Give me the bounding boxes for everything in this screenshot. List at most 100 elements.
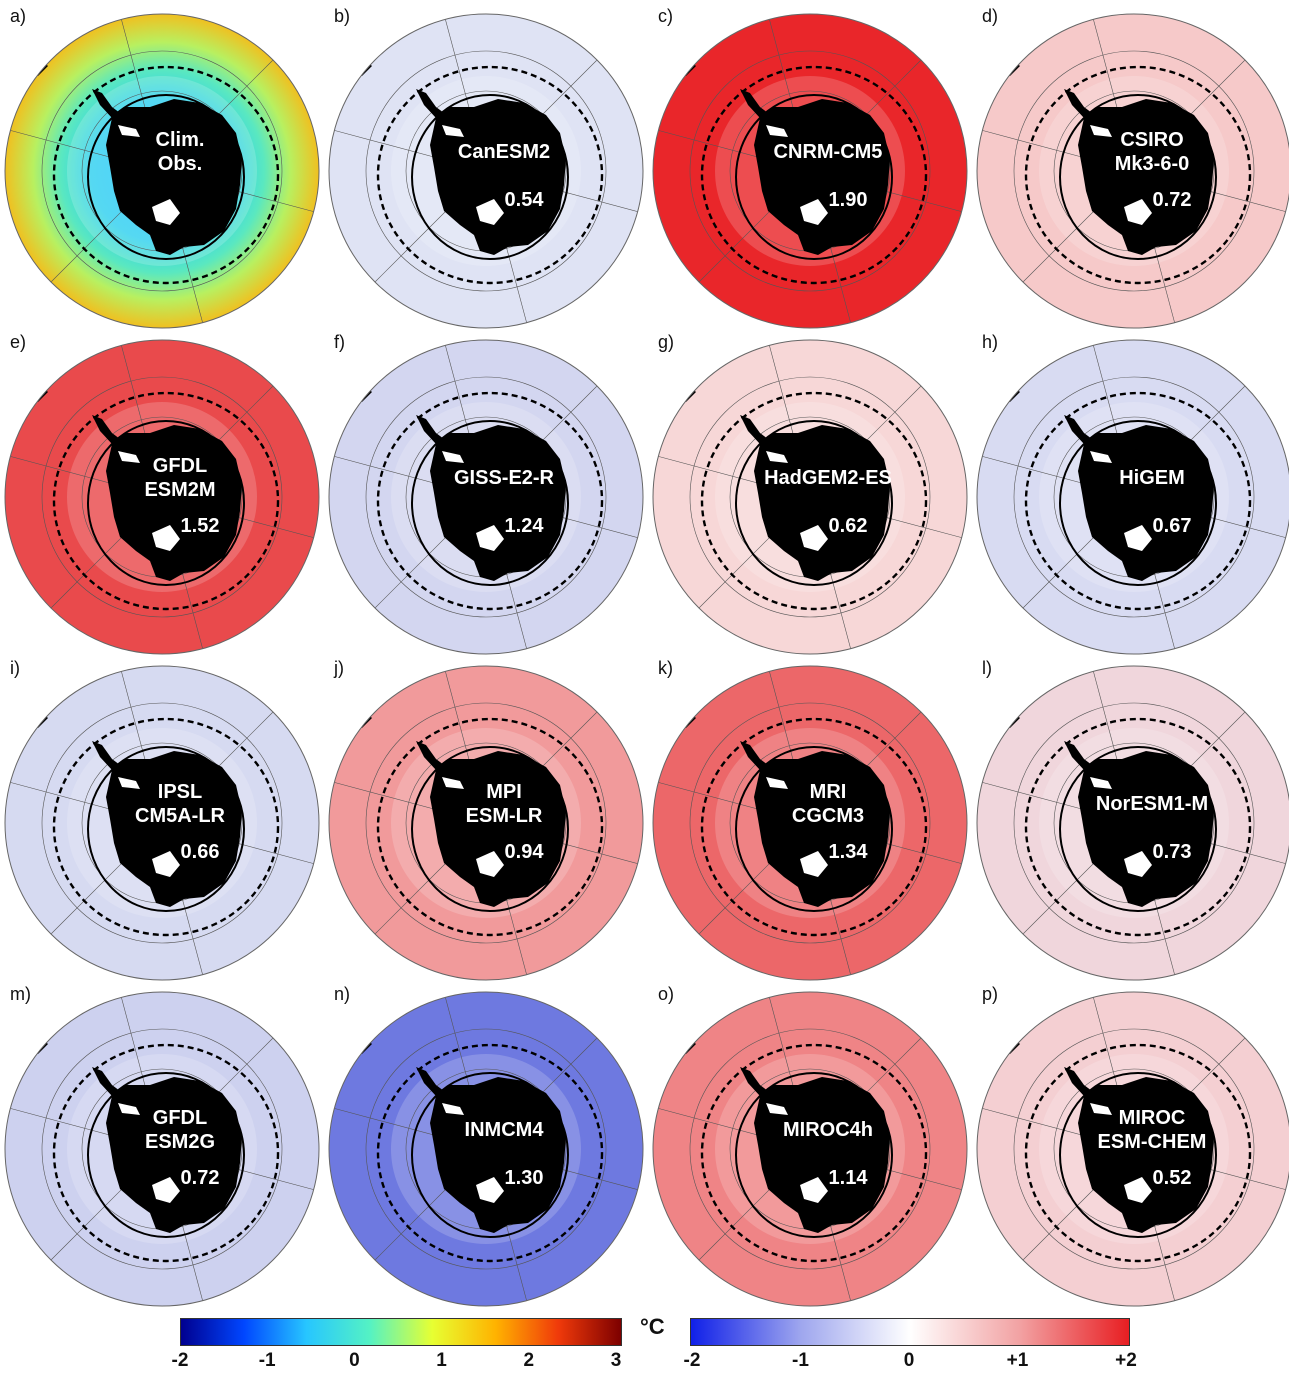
model-name-line: GFDL (152, 1107, 208, 1129)
polar-map (4, 13, 320, 329)
antarctica-landmass (106, 1077, 242, 1233)
model-name-label: INMCM4 (465, 1118, 544, 1142)
colorbar-tick-label: +2 (1115, 1350, 1137, 1371)
panel-letter: f) (334, 332, 345, 352)
model-name-label: GFDL ESM2M (144, 454, 215, 502)
map-panel: g) HadGEM2-ES 0.62 (652, 330, 972, 655)
map-panel: j) MPI ESM-LR 0.94 (328, 656, 648, 981)
polar-map (652, 339, 968, 655)
model-name-line: HiGEM (1119, 467, 1185, 489)
polar-map (976, 991, 1289, 1307)
antarctica-landmass (1078, 99, 1214, 255)
polar-map (328, 665, 644, 981)
colorbar-area: °C -2 -1 0 1 2 3 -2 -1 0 +1 +2 (0, 1300, 1289, 1373)
antarctica-landmass (754, 425, 890, 581)
model-name-line: Clim. (155, 129, 205, 151)
polar-map (976, 665, 1289, 981)
antarctica-landmass (430, 751, 566, 907)
map-panel: e) GFDL ESM2M 1.52 (4, 330, 324, 655)
map-panel: c) CNRM-CM5 1.90 (652, 4, 972, 329)
map-panel: h) HiGEM 0.67 (976, 330, 1289, 655)
model-name-label: CNRM-CM5 (774, 140, 883, 164)
map-panel: m) GFDL ESM2G 0.72 (4, 982, 324, 1307)
panel-letter: i) (10, 658, 20, 678)
anomaly-colorbar (690, 1318, 1130, 1346)
panel-letter: d) (982, 6, 999, 26)
rmse-value: 0.72 (180, 1167, 220, 1189)
antarctica-landmass (1078, 1077, 1214, 1233)
colorbar-tick-label: 3 (610, 1350, 622, 1371)
model-name-line: CanESM2 (457, 141, 551, 163)
rmse-value: 1.14 (828, 1167, 868, 1189)
colorbar-tick-label: -1 (258, 1350, 276, 1371)
climatology-colorbar (180, 1318, 622, 1346)
model-name-label: MPI ESM-LR (466, 780, 543, 828)
rmse-value: 0.67 (1152, 515, 1192, 537)
rmse-value: 1.52 (180, 515, 220, 537)
map-panel: n) INMCM4 1.30 (328, 982, 648, 1307)
rmse-value: 1.90 (828, 189, 868, 211)
model-name-line: IPSL (157, 781, 203, 803)
panel-letter: b) (334, 6, 351, 26)
unit-label: °C (640, 1314, 665, 1339)
model-name-line: ESM2M (144, 479, 216, 501)
colorbar-tick-label: 2 (523, 1350, 535, 1371)
model-name-label: MIROC ESM-CHEM (1098, 1106, 1207, 1154)
panel-letter: o) (658, 984, 675, 1004)
colorbar-tick-label: -2 (171, 1350, 189, 1371)
rmse-value: 1.30 (504, 1167, 544, 1189)
model-name-line: MIROC4h (783, 1119, 873, 1141)
rmse-value: 0.73 (1152, 841, 1192, 863)
map-panel: b) CanESM2 0.54 (328, 4, 648, 329)
antarctica-landmass (1078, 425, 1214, 581)
rmse-value: 0.66 (180, 841, 220, 863)
model-name-line: ESM2G (144, 1131, 216, 1153)
map-panel: i) IPSL CM5A-LR 0.66 (4, 656, 324, 981)
antarctica-landmass (106, 425, 242, 581)
polar-map (652, 665, 968, 981)
antarctica-landmass (754, 751, 890, 907)
model-name-label: GISS-E2-R (454, 466, 554, 490)
polar-map (652, 13, 968, 329)
panel-letter: h) (982, 332, 999, 352)
model-name-line: MIROC (1118, 1107, 1186, 1129)
model-name-label: GFDL ESM2G (145, 1106, 215, 1154)
polar-map (976, 339, 1289, 655)
model-name-label: HadGEM2-ES (764, 466, 892, 490)
model-name-label: MRI CGCM3 (792, 780, 864, 828)
colorbar-tick-label: +1 (1006, 1350, 1029, 1371)
polar-map (976, 13, 1289, 329)
rmse-value: 0.94 (504, 841, 544, 863)
antarctica-landmass (754, 1077, 890, 1233)
antarctica-landmass (430, 99, 566, 255)
model-name-line: ESM-LR (465, 805, 543, 827)
model-name-line: CSIRO (1120, 129, 1184, 151)
rmse-value: 1.34 (828, 841, 868, 863)
polar-map (328, 339, 644, 655)
rmse-value: 0.72 (1152, 189, 1192, 211)
map-panel: l) NorESM1-M 0.73 (976, 656, 1289, 981)
polar-map (4, 991, 320, 1307)
map-panel: d) CSIRO Mk3-6-0 0.72 (976, 4, 1289, 329)
polar-map (4, 339, 320, 655)
rmse-value: 0.62 (828, 515, 868, 537)
model-name-line: Obs. (157, 153, 203, 175)
panel-letter: n) (334, 984, 351, 1004)
colorbar-tick-label: 0 (349, 1350, 360, 1371)
model-name-label: Clim. Obs. (156, 128, 205, 176)
model-name-label: HiGEM (1119, 466, 1185, 490)
model-name-line: CNRM-CM5 (773, 141, 883, 163)
model-name-line: MRI (809, 781, 847, 803)
model-name-line: GISS-E2-R (453, 467, 555, 489)
map-panel: p) MIROC ESM-CHEM 0.52 (976, 982, 1289, 1307)
map-panel: o) MIROC4h 1.14 (652, 982, 972, 1307)
model-name-line: NorESM1-M (1095, 793, 1209, 815)
map-panel: k) MRI CGCM3 1.34 (652, 656, 972, 981)
colorbar-tick-label: 0 (903, 1350, 915, 1371)
antarctica-landmass (430, 425, 566, 581)
panel-letter: e) (10, 332, 27, 352)
polar-map (652, 991, 968, 1307)
model-name-line: GFDL (152, 455, 208, 477)
model-name-line: HadGEM2-ES (764, 467, 892, 489)
colorbar-tick-label: -2 (683, 1350, 701, 1371)
